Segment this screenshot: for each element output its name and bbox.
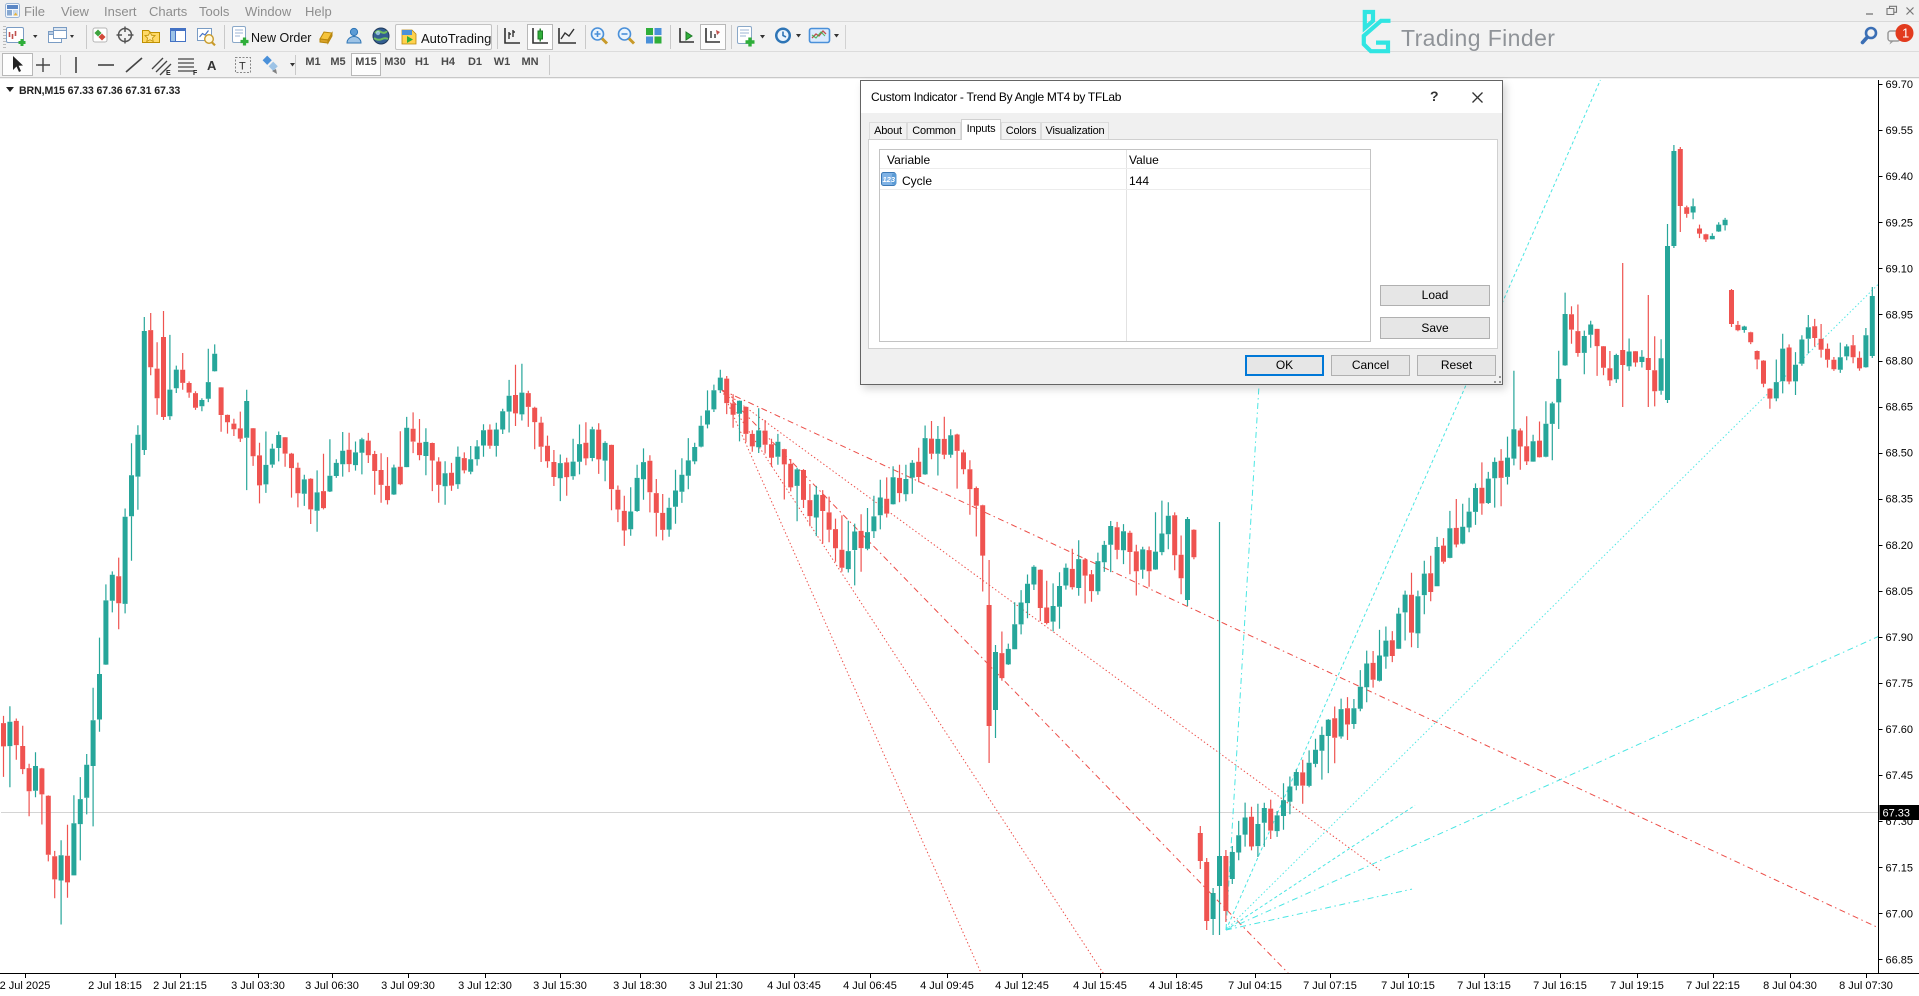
- svg-text:4 Jul 03:45: 4 Jul 03:45: [767, 980, 821, 992]
- svg-text:3 Jul 06:30: 3 Jul 06:30: [305, 980, 359, 992]
- svg-text:3 Jul 21:30: 3 Jul 21:30: [689, 980, 743, 992]
- svg-text:7 Jul 07:15: 7 Jul 07:15: [1303, 980, 1357, 992]
- svg-text:2 Jul 2025: 2 Jul 2025: [0, 980, 50, 992]
- svg-text:BRN,M15 67.33 67.36 67.31 67.: BRN,M15 67.33 67.36 67.31 67.33: [19, 85, 180, 97]
- svg-text:3 Jul 12:30: 3 Jul 12:30: [458, 980, 512, 992]
- svg-text:68.80: 68.80: [1886, 356, 1914, 368]
- svg-text:4 Jul 12:45: 4 Jul 12:45: [995, 980, 1049, 992]
- svg-text:7 Jul 13:15: 7 Jul 13:15: [1457, 980, 1511, 992]
- svg-text:67.90: 67.90: [1886, 632, 1914, 644]
- svg-text:67.45: 67.45: [1886, 770, 1914, 782]
- svg-text:67.15: 67.15: [1886, 862, 1914, 874]
- svg-text:3 Jul 18:30: 3 Jul 18:30: [613, 980, 667, 992]
- svg-text:E: E: [166, 70, 171, 77]
- svg-text:4 Jul 09:45: 4 Jul 09:45: [920, 980, 974, 992]
- svg-text:4 Jul 06:45: 4 Jul 06:45: [843, 980, 897, 992]
- svg-text:68.05: 68.05: [1886, 586, 1914, 598]
- svg-text:3 Jul 03:30: 3 Jul 03:30: [231, 980, 285, 992]
- svg-text:67.75: 67.75: [1886, 678, 1914, 690]
- svg-text:8 Jul 04:30: 8 Jul 04:30: [1763, 980, 1817, 992]
- svg-text:2 Jul 21:15: 2 Jul 21:15: [153, 980, 207, 992]
- svg-text:66.85: 66.85: [1886, 954, 1914, 966]
- svg-text:7 Jul 04:15: 7 Jul 04:15: [1228, 980, 1282, 992]
- svg-text:7 Jul 22:15: 7 Jul 22:15: [1686, 980, 1740, 992]
- svg-text:4 Jul 18:45: 4 Jul 18:45: [1149, 980, 1203, 992]
- svg-text:68.95: 68.95: [1886, 309, 1914, 321]
- svg-text:1: 1: [1902, 26, 1909, 41]
- svg-text:7 Jul 19:15: 7 Jul 19:15: [1610, 980, 1664, 992]
- svg-text:67.00: 67.00: [1886, 908, 1914, 920]
- svg-text:123: 123: [883, 175, 896, 184]
- svg-text:68.65: 68.65: [1886, 402, 1914, 414]
- svg-text:69.70: 69.70: [1886, 79, 1914, 91]
- svg-text:7 Jul 16:15: 7 Jul 16:15: [1533, 980, 1587, 992]
- svg-text:69.40: 69.40: [1886, 171, 1914, 183]
- svg-text:67.60: 67.60: [1886, 724, 1914, 736]
- svg-text:2 Jul 18:15: 2 Jul 18:15: [88, 980, 142, 992]
- svg-text:67.33: 67.33: [1883, 808, 1911, 820]
- svg-text:68.50: 68.50: [1886, 448, 1914, 460]
- svg-text:68.35: 68.35: [1886, 494, 1914, 506]
- svg-text:F: F: [193, 70, 198, 77]
- svg-text:3 Jul 15:30: 3 Jul 15:30: [533, 980, 587, 992]
- svg-text:4 Jul 15:45: 4 Jul 15:45: [1073, 980, 1127, 992]
- svg-text:69.10: 69.10: [1886, 263, 1914, 275]
- svg-text:69.55: 69.55: [1886, 125, 1914, 137]
- svg-text:3 Jul 09:30: 3 Jul 09:30: [381, 980, 435, 992]
- svg-text:7 Jul 10:15: 7 Jul 10:15: [1381, 980, 1435, 992]
- svg-text:8 Jul 07:30: 8 Jul 07:30: [1839, 980, 1893, 992]
- svg-text:T: T: [239, 61, 246, 73]
- svg-text:69.25: 69.25: [1886, 217, 1914, 229]
- svg-text:68.20: 68.20: [1886, 540, 1914, 552]
